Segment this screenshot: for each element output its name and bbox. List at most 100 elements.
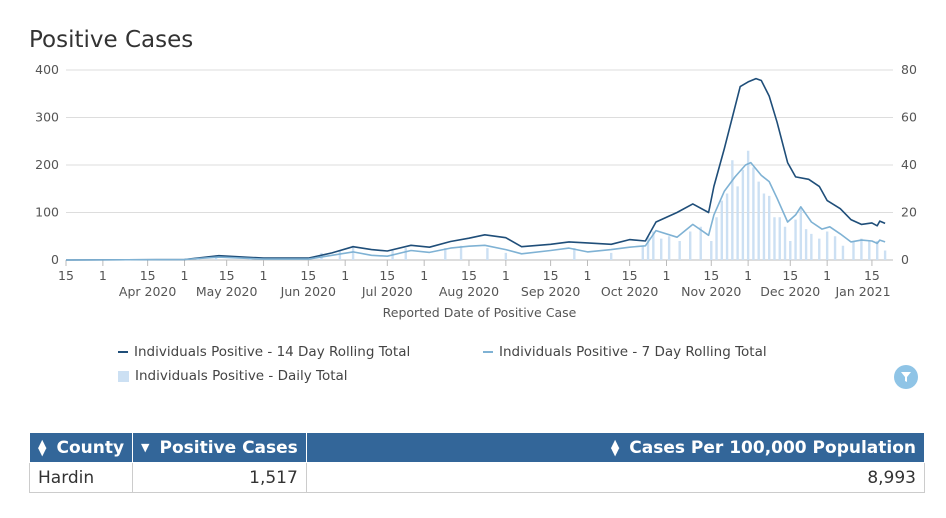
daily-total-bar (810, 233, 813, 260)
legend-item-7-day[interactable]: Individuals Positive - 7 Day Rolling Tot… (483, 344, 767, 360)
cases-per-100k-column-header[interactable]: ▲ ▼ Cases Per 100,000 Population (305, 432, 926, 463)
daily-total-bar (818, 238, 821, 260)
daily-total-bar (351, 245, 355, 260)
x-month-label: Nov 2020 (681, 284, 741, 299)
daily-total-bar (773, 217, 776, 260)
legend-swatch (118, 351, 128, 353)
y-right-tick-label: 20 (901, 205, 917, 220)
daily-total-bar (404, 248, 407, 260)
x-month-label: Oct 2020 (601, 284, 658, 299)
x-tick-label: 1 (823, 268, 831, 283)
x-month-label: Jun 2020 (280, 284, 336, 299)
positive-cases-chart: 0 100 200 300 400 0 20 40 60 80 15 1 15 1 15 1 15 1 15 1 15 1… (35, 62, 917, 320)
chart-title: Positive Cases (29, 27, 194, 53)
sort-descending-icon: ▼ (141, 440, 150, 454)
daily-total-bar (641, 245, 644, 260)
x-tick-label: 1 (341, 268, 349, 283)
county-column-header[interactable]: ▲ ▼ County (28, 432, 134, 463)
x-tick-label: 15 (703, 268, 719, 283)
daily-total-bar (338, 250, 342, 260)
daily-total-bar (883, 250, 887, 260)
filter-button[interactable] (894, 365, 918, 389)
county-table: ▲ ▼ County ▼ Positive Cases ▲ ▼ Cases Per 100… (28, 432, 926, 493)
positive-cases-column-header[interactable]: ▼ Positive Cases (132, 432, 307, 463)
table-row: Hardin 1,517 8,993 (28, 462, 926, 493)
x-tick-label: 15 (58, 268, 74, 283)
daily-total-bar (678, 241, 681, 260)
x-tick-label: 15 (300, 268, 316, 283)
daily-total-bar (860, 238, 863, 260)
daily-total-bar (833, 236, 837, 260)
daily-total-bar (783, 226, 787, 260)
filter-icon (901, 372, 911, 382)
y-left-tick-label: 200 (35, 157, 59, 172)
daily-total-bar (444, 248, 447, 260)
y-left-tick-label: 400 (35, 62, 59, 77)
daily-total-bar (646, 236, 650, 260)
y-right-tick-label: 60 (901, 110, 917, 125)
x-tick-label: 1 (744, 268, 752, 283)
x-tick-label: 1 (260, 268, 268, 283)
x-tick-label: 1 (502, 268, 510, 283)
daily-total-bar (731, 160, 734, 260)
legend-label: Individuals Positive - 14 Day Rolling To… (134, 344, 411, 360)
daily-total-bar (778, 217, 781, 260)
x-tick-label: 15 (140, 268, 156, 283)
x-tick-label: 1 (181, 268, 189, 283)
sort-both-icon: ▲ ▼ (38, 436, 47, 458)
y-left-tick-label: 100 (35, 205, 59, 220)
x-tick-label: 15 (864, 268, 880, 283)
x-tick-label: 15 (782, 268, 798, 283)
series-line-14-day (65, 77, 886, 261)
y-left-tick-label: 0 (51, 252, 59, 267)
x-tick-label: 15 (219, 268, 235, 283)
daily-total-bar (609, 252, 613, 260)
series-line-7-day (65, 161, 886, 261)
daily-total-bar (762, 193, 766, 260)
daily-total-bar (720, 200, 724, 260)
daily-total-bar (789, 241, 792, 260)
legend-item-daily[interactable]: Individuals Positive - Daily Total (118, 368, 348, 384)
x-month-label: May 2020 (196, 284, 258, 299)
x-month-label: Jul 2020 (361, 284, 413, 299)
table-header-row: ▲ ▼ County ▼ Positive Cases ▲ ▼ Cases Per 100… (28, 432, 926, 463)
daily-total-bar (752, 167, 755, 260)
daily-total-bar (699, 226, 702, 260)
county-cell: Hardin (28, 462, 134, 493)
daily-total-bar (746, 150, 750, 260)
daily-total-bar (825, 231, 829, 260)
daily-total-bar (689, 231, 692, 260)
x-tick-label: 15 (622, 268, 638, 283)
x-month-label: Apr 2020 (119, 284, 176, 299)
daily-total-bar (459, 245, 463, 260)
x-month-label: Aug 2020 (439, 284, 499, 299)
daily-total-bar (486, 248, 489, 260)
daily-total-bar (804, 229, 808, 260)
positive-cases-cell: 1,517 (132, 462, 307, 493)
legend-label: Individuals Positive - Daily Total (135, 368, 348, 384)
legend-label: Individuals Positive - 7 Day Rolling Tot… (499, 344, 767, 360)
daily-total-bar (768, 195, 771, 260)
daily-total-bar (875, 241, 879, 260)
x-month-label: Dec 2020 (760, 284, 820, 299)
y-right-tick-label: 0 (901, 252, 909, 267)
cases-per-100k-cell: 8,993 (305, 462, 926, 493)
y-right-tick-label: 80 (901, 62, 917, 77)
x-tick-label: 1 (99, 268, 107, 283)
y-right-tick-label: 40 (901, 157, 917, 172)
x-tick-label: 15 (379, 268, 395, 283)
x-tick-label: 1 (420, 268, 428, 283)
sort-both-icon: ▲ ▼ (610, 436, 620, 458)
legend-item-14-day[interactable]: Individuals Positive - 14 Day Rolling To… (118, 344, 410, 360)
x-tick-label: 1 (663, 268, 671, 283)
daily-total-bar (852, 241, 855, 260)
x-month-label: Jan 2021 (834, 284, 890, 299)
daily-total-bar (794, 219, 797, 260)
legend-swatch (118, 370, 129, 382)
x-month-label: Sep 2020 (521, 284, 580, 299)
daily-total-bar (725, 193, 729, 260)
x-tick-label: 1 (584, 268, 592, 283)
daily-total-bar (504, 252, 508, 260)
x-tick-label: 15 (461, 268, 477, 283)
x-tick-label: 15 (543, 268, 559, 283)
